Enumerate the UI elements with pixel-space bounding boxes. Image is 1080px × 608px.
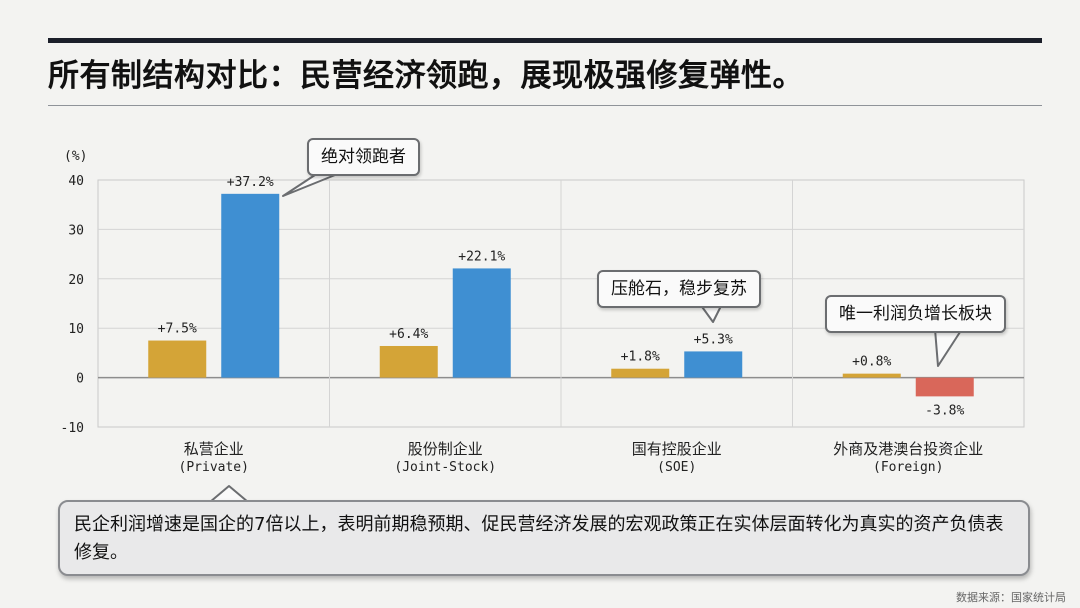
callout-leader: 绝对领跑者	[307, 138, 420, 176]
category-sublabel: (SOE)	[657, 460, 696, 475]
data-label: +0.8%	[852, 355, 891, 370]
y-tick-label: 10	[68, 322, 84, 337]
callout-pointers	[209, 172, 963, 503]
y-unit-label: (%)	[64, 149, 87, 164]
source-text: 数据来源：国家统计局	[956, 591, 1066, 604]
top-rule	[48, 38, 1042, 43]
y-tick-label: 0	[76, 372, 84, 387]
data-label: +22.1%	[458, 249, 505, 264]
category-sublabel: (Joint-Stock)	[394, 460, 496, 475]
callout-negative-pointer	[934, 328, 963, 367]
data-label: +5.3%	[694, 332, 733, 347]
bar	[684, 351, 743, 378]
category-label: 外商及港澳台投资企业	[833, 440, 983, 458]
category-sublabel: (Foreign)	[873, 460, 943, 475]
data-label: +1.8%	[621, 350, 660, 365]
y-tick-label: 40	[68, 174, 84, 189]
data-label: +7.5%	[158, 322, 197, 337]
category-label: 私营企业	[184, 440, 244, 458]
y-tick-label: 20	[68, 273, 84, 288]
category-sublabel: (Private)	[179, 460, 249, 475]
data-label: +37.2%	[227, 175, 274, 190]
data-label: -3.8%	[925, 403, 964, 418]
y-tick-label: -10	[61, 421, 84, 436]
callout-ballast: 压舱石，稳步复苏	[597, 270, 761, 308]
summary-note: 民企利润增速是国企的7倍以上，表明前期稳预期、促民营经济发展的宏观政策正在实体层…	[58, 500, 1030, 576]
chart-bars	[148, 193, 974, 397]
bar	[221, 193, 280, 378]
bar	[452, 268, 511, 378]
y-tick-label: 30	[68, 223, 84, 238]
title-rule	[48, 105, 1042, 106]
page-title: 所有制结构对比：民营经济领跑，展现极强修复弹性。	[48, 58, 804, 94]
callout-leader-pointer	[282, 172, 341, 197]
chart-labels: 40 30 20 10 0 -10 (%) +7.5% +37.2% 私营企业 (Private) +…	[61, 149, 984, 475]
bar	[611, 368, 670, 378]
callout-only-negative: 唯一利润负增长板块	[825, 295, 1006, 333]
bar	[148, 340, 207, 378]
data-label: +6.4%	[389, 327, 428, 342]
bar	[842, 373, 901, 378]
category-label: 国有控股企业	[632, 440, 722, 458]
category-label: 股份制企业	[408, 440, 483, 458]
bar	[915, 377, 974, 397]
bar	[379, 345, 438, 378]
